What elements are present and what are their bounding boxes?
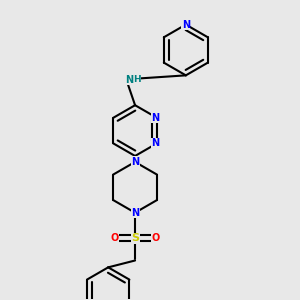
Text: N: N xyxy=(152,138,160,148)
Text: N: N xyxy=(125,75,133,85)
Text: N: N xyxy=(131,208,139,218)
Text: O: O xyxy=(111,233,119,243)
Text: N: N xyxy=(152,113,160,123)
Text: H: H xyxy=(133,75,140,84)
Text: N: N xyxy=(131,157,139,167)
Text: S: S xyxy=(131,233,139,243)
Text: N: N xyxy=(182,20,190,30)
Text: O: O xyxy=(151,233,160,243)
